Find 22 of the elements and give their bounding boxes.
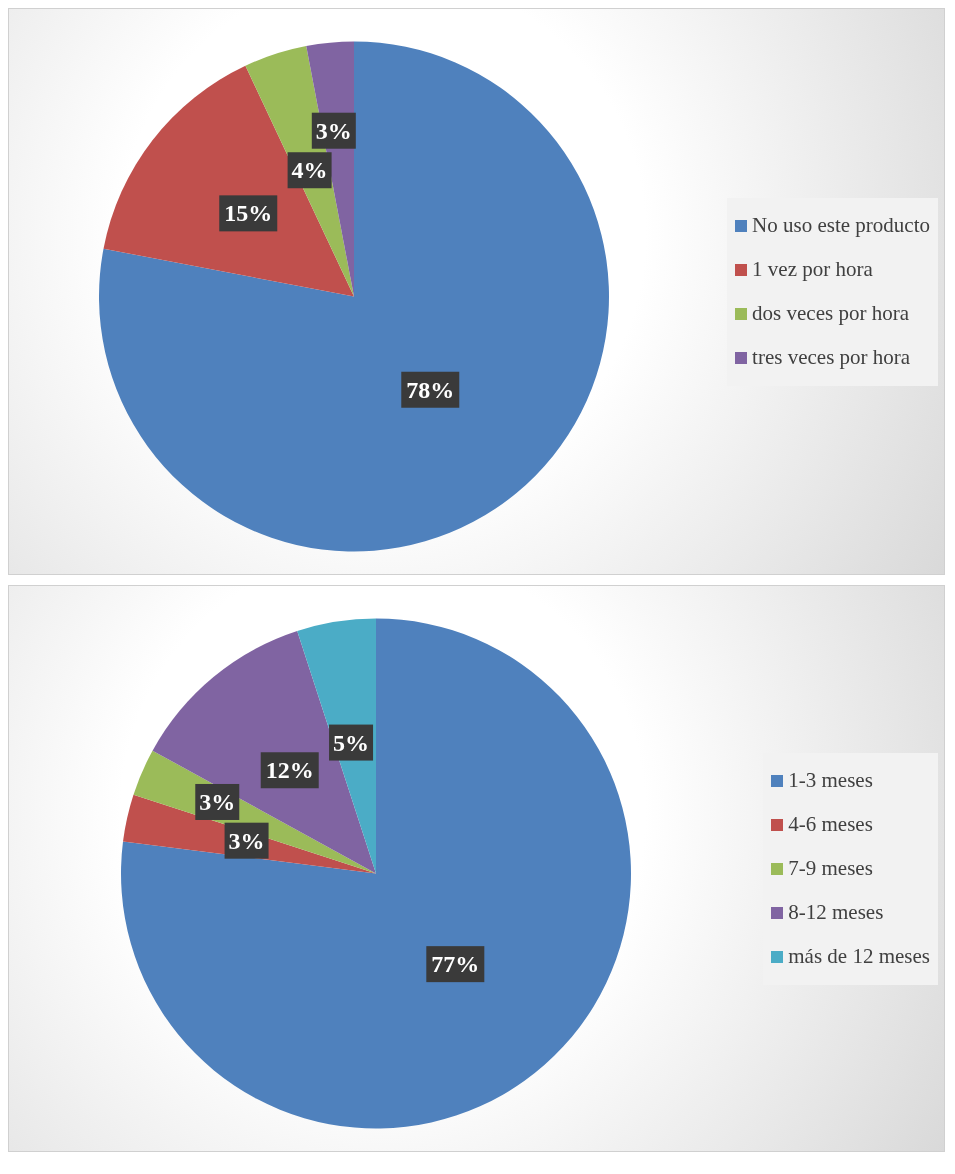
legend-label: No uso este producto: [752, 213, 930, 238]
legend-label: 7-9 meses: [788, 856, 873, 881]
legend-label: más de 12 meses: [788, 944, 930, 969]
legend-label: 1-3 meses: [788, 768, 873, 793]
legend-label: 4-6 meses: [788, 812, 873, 837]
data-label: 3%: [228, 827, 265, 854]
data-label: 4%: [291, 157, 328, 184]
data-label: 77%: [431, 951, 480, 978]
data-label: 5%: [333, 729, 370, 756]
legend-label: 8-12 meses: [788, 900, 884, 925]
pie-slice: [99, 41, 609, 552]
data-label: 3%: [315, 117, 352, 144]
pie-slice: [152, 630, 376, 874]
data-label: 78%: [406, 376, 455, 403]
data-label: 12%: [265, 757, 314, 784]
pie-slice: [103, 65, 354, 297]
legend-label: tres veces por hora: [752, 345, 911, 370]
data-label: 15%: [224, 200, 273, 227]
legend-label: dos veces por hora: [752, 301, 909, 326]
pie-slice: [121, 618, 631, 1129]
data-label: 3%: [199, 788, 236, 815]
legend-label: 1 vez por hora: [752, 257, 873, 282]
